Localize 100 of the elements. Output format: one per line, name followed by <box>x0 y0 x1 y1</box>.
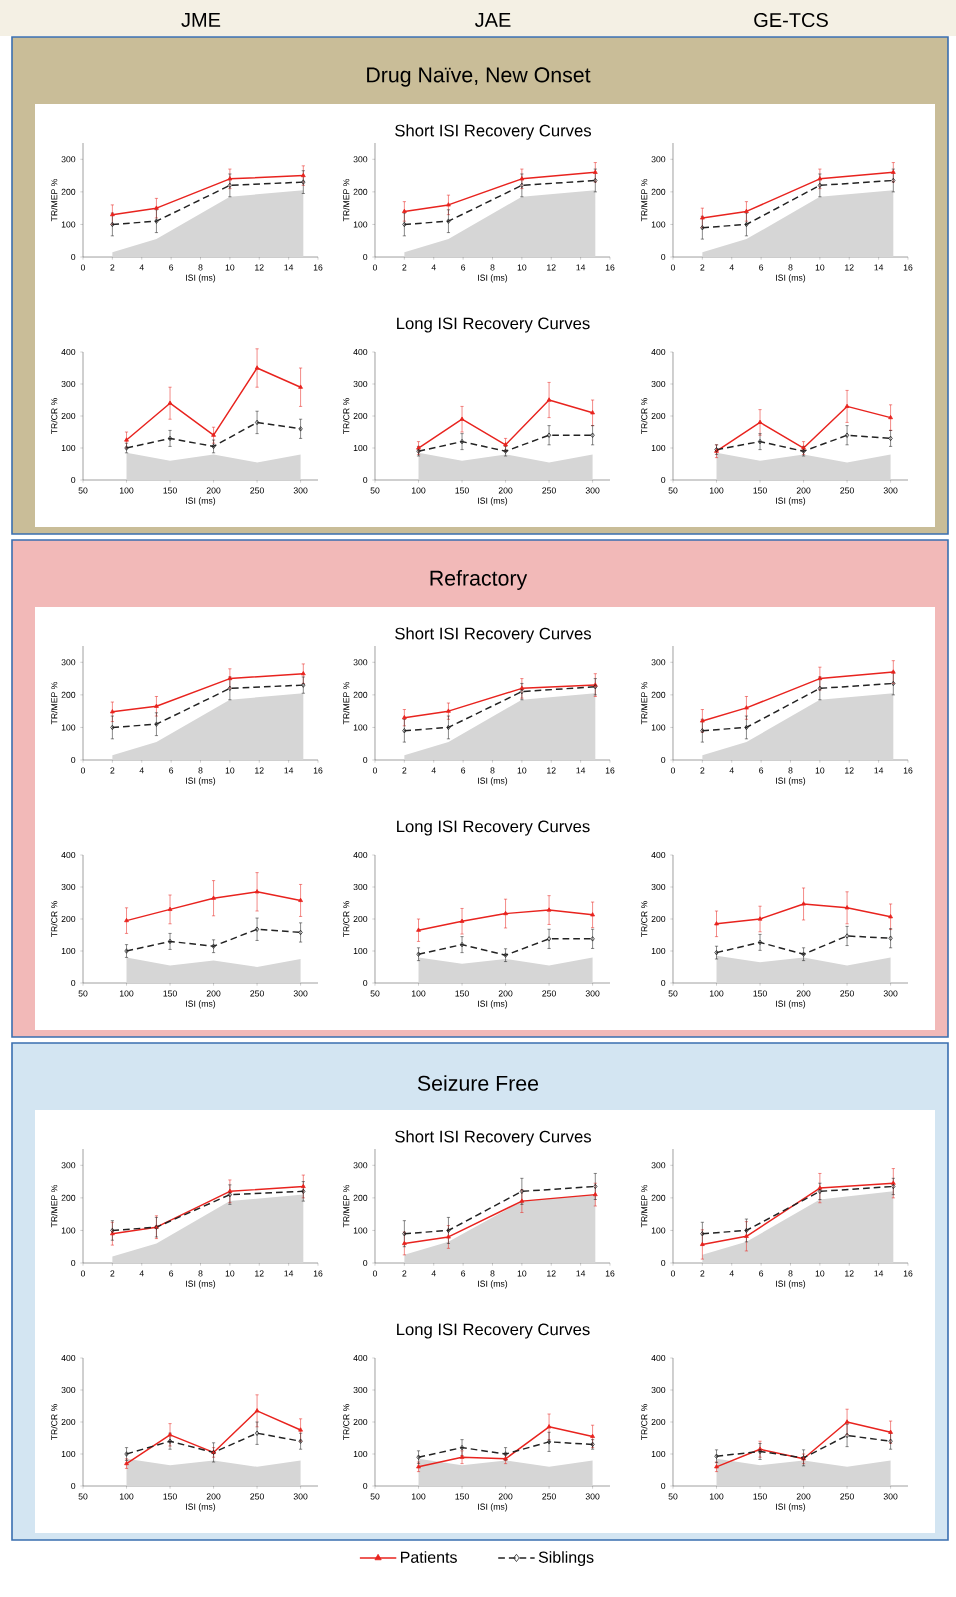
x-tick-label: 6 <box>461 264 466 271</box>
x-tick-label: 300 <box>883 990 898 997</box>
chart-title: Short ISI Recovery Curves <box>395 627 592 643</box>
x-tick-label: 14 <box>874 264 884 271</box>
x-tick-label: 300 <box>585 487 600 494</box>
x-tick-label: 8 <box>788 264 793 271</box>
x-tick-label: 50 <box>78 1493 88 1500</box>
x-tick-label: 200 <box>796 487 811 494</box>
y-axis-title: TR/CR % <box>640 398 648 435</box>
x-tick-label: 100 <box>411 990 426 997</box>
y-tick-label: 0 <box>71 1482 76 1490</box>
x-tick-label: 8 <box>788 767 793 774</box>
y-tick-label: 400 <box>61 1354 76 1362</box>
x-tick-label: 250 <box>250 1493 264 1500</box>
y-axis-title: TR/MEP % <box>640 178 648 222</box>
x-axis-title: ISI (ms) <box>478 497 508 506</box>
x-axis-title: ISI (ms) <box>186 497 216 506</box>
x-tick-label: 8 <box>490 767 495 774</box>
x-tick-label: 50 <box>370 1493 380 1500</box>
x-tick-label: 300 <box>883 1493 898 1500</box>
x-tick-label: 6 <box>759 1270 764 1277</box>
x-tick-label: 6 <box>169 1270 174 1277</box>
text: JAE <box>474 13 511 27</box>
x-tick-label: 2 <box>110 1270 115 1277</box>
y-tick-label: 300 <box>61 1386 76 1394</box>
x-axis-title: ISI (ms) <box>186 1280 216 1289</box>
x-tick-label: 0 <box>372 767 378 774</box>
x-tick-label: 14 <box>874 1270 884 1277</box>
x-tick-label: 0 <box>670 767 676 774</box>
x-tick-label: 50 <box>668 990 678 997</box>
y-tick-label: 400 <box>651 1354 666 1362</box>
x-tick-label: 16 <box>605 264 615 271</box>
y-tick-label: 200 <box>61 915 76 923</box>
y-tick-label: 200 <box>61 691 76 698</box>
x-tick-label: 100 <box>119 990 134 997</box>
y-tick-label: 300 <box>353 883 368 891</box>
y-tick-label: 300 <box>61 156 76 163</box>
x-tick-label: 2 <box>700 767 705 774</box>
x-tick-label: 10 <box>225 264 235 271</box>
x-tick-label: 50 <box>668 487 678 494</box>
y-tick-label: 400 <box>651 851 666 859</box>
y-axis-title: TR/MEP % <box>50 1184 58 1228</box>
x-axis-title: ISI (ms) <box>478 777 508 786</box>
x-tick-label: 16 <box>903 1270 913 1277</box>
y-tick-label: 300 <box>61 1162 76 1169</box>
x-tick-label: 2 <box>402 767 407 774</box>
x-tick-label: 300 <box>585 1493 600 1500</box>
x-tick-label: 250 <box>542 487 556 494</box>
y-tick-label: 0 <box>661 253 666 261</box>
y-axis-title: TR/MEP % <box>50 681 58 725</box>
y-axis-title: TR/CR % <box>342 398 350 435</box>
y-axis-title: TR/MEP % <box>640 681 648 725</box>
x-tick-label: 16 <box>903 264 913 271</box>
x-tick-label: 200 <box>796 1493 811 1500</box>
x-tick-label: 8 <box>198 264 203 271</box>
x-tick-label: 16 <box>313 767 323 774</box>
y-axis-title: TR/CR % <box>342 1404 350 1441</box>
x-tick-label: 4 <box>139 264 144 271</box>
chart-title: Long ISI Recovery Curves <box>397 1323 590 1339</box>
chart-title: Long ISI Recovery Curves <box>397 317 590 333</box>
x-axis-title: ISI (ms) <box>186 274 216 283</box>
y-tick-label: 100 <box>61 1227 76 1234</box>
x-tick-label: 4 <box>729 1270 734 1277</box>
x-tick-label: 300 <box>585 990 600 997</box>
x-tick-label: 4 <box>729 767 734 774</box>
text: Drug Naïve, New Onset <box>367 67 591 87</box>
x-tick-label: 100 <box>119 1493 134 1500</box>
x-tick-label: 150 <box>163 1493 177 1500</box>
x-tick-label: 16 <box>313 1270 323 1277</box>
y-axis-title: TR/CR % <box>640 1404 648 1441</box>
x-tick-label: 50 <box>370 990 380 997</box>
y-tick-label: 0 <box>661 979 666 987</box>
x-tick-label: 200 <box>498 1493 513 1500</box>
x-tick-label: 10 <box>815 767 825 774</box>
x-tick-label: 16 <box>605 767 615 774</box>
x-tick-label: 250 <box>542 1493 556 1500</box>
y-tick-label: 300 <box>651 1386 666 1394</box>
x-tick-label: 4 <box>431 264 436 271</box>
x-axis-title: ISI (ms) <box>186 777 216 786</box>
y-axis-title: TR/CR % <box>50 398 58 435</box>
y-tick-label: 100 <box>61 444 76 452</box>
y-axis-title: TR/MEP % <box>50 178 58 222</box>
x-tick-label: 0 <box>670 1270 676 1277</box>
x-tick-label: 16 <box>903 767 913 774</box>
y-tick-label: 0 <box>71 979 76 987</box>
x-tick-label: 100 <box>119 487 134 494</box>
y-tick-label: 100 <box>61 1450 76 1458</box>
y-tick-label: 0 <box>363 1259 368 1267</box>
x-tick-label: 8 <box>490 1270 495 1277</box>
x-tick-label: 8 <box>490 264 495 271</box>
x-tick-label: 250 <box>840 487 854 494</box>
x-tick-label: 12 <box>547 767 556 774</box>
x-tick-label: 12 <box>547 1270 556 1277</box>
y-tick-label: 400 <box>61 851 76 859</box>
x-tick-label: 0 <box>80 1270 86 1277</box>
x-tick-label: 10 <box>225 767 235 774</box>
x-axis-title: ISI (ms) <box>186 1000 216 1009</box>
x-tick-label: 2 <box>110 264 115 271</box>
x-tick-label: 0 <box>372 264 378 271</box>
y-tick-label: 200 <box>353 1418 368 1426</box>
